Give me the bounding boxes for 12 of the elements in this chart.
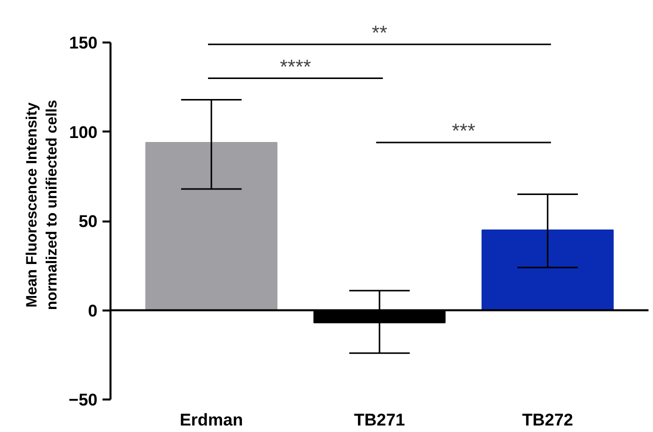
y-tick-label: 150 bbox=[69, 34, 98, 53]
x-tick-label: TB271 bbox=[354, 410, 406, 430]
y-tick-label: 100 bbox=[69, 122, 98, 142]
y-tick-label: −50 bbox=[68, 390, 98, 410]
y-tick-label: 0 bbox=[88, 301, 98, 320]
annotation: ** bbox=[372, 22, 388, 44]
annotation: **** bbox=[280, 56, 312, 78]
y-axis-title: Mean Fluorescence Intensity normalized to unifiected cells bbox=[23, 100, 61, 310]
x-tick-label: TB272 bbox=[522, 410, 574, 430]
x-tick-label: Erdman bbox=[180, 410, 244, 430]
y-tick-label: 50 bbox=[78, 212, 98, 232]
annotation: *** bbox=[452, 120, 476, 143]
